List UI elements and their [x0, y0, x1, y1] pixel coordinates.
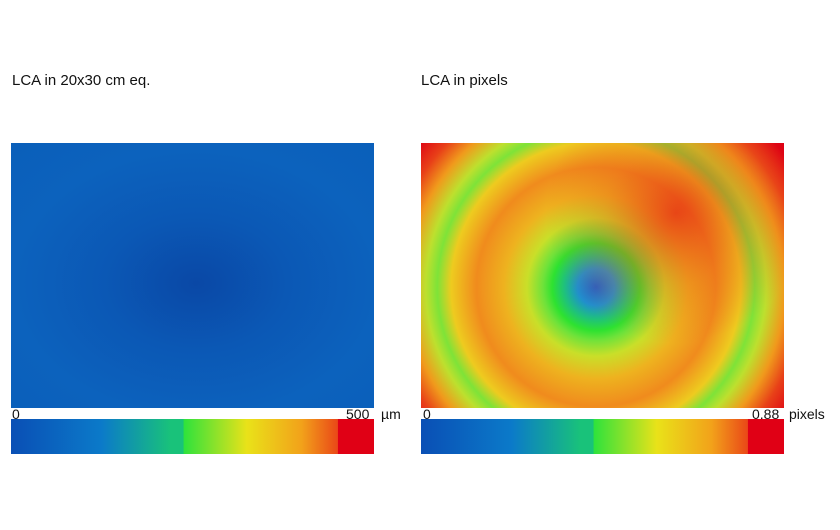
left-colorbar-unit: µm: [381, 406, 401, 422]
left-colorbar: [11, 419, 374, 454]
right-colorbar-min-label: 0: [423, 406, 431, 422]
left-colorbar-max-label: 500: [346, 406, 370, 422]
right-colorbar-max-label: 0,88: [752, 406, 780, 422]
left-heatmap: [11, 143, 374, 408]
right-colorbar-unit: pixels: [789, 406, 825, 422]
right-heatmap: [421, 143, 784, 408]
left-colorbar-min-label: 0: [12, 406, 20, 422]
right-chart-title: LCA in pixels: [421, 72, 508, 89]
right-colorbar: [421, 419, 784, 454]
left-chart-title: LCA in 20x30 cm eq.: [12, 72, 151, 89]
